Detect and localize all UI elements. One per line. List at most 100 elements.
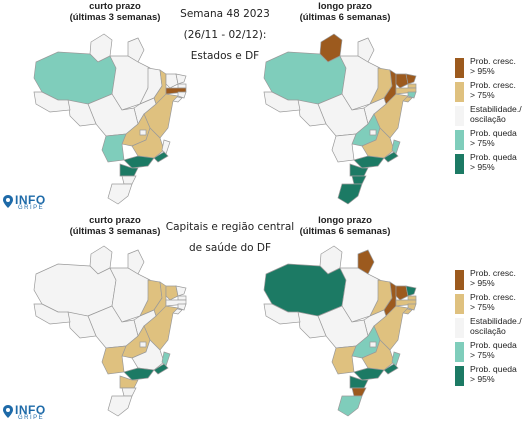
- legend-swatch: [455, 270, 464, 290]
- region-sc: [121, 387, 137, 397]
- region-ro: [67, 99, 97, 127]
- region-es: [161, 139, 171, 155]
- map-states-long-term: [263, 33, 417, 205]
- legend-swatch: [455, 154, 464, 174]
- legend-swatch: [455, 318, 464, 338]
- region-ms: [331, 345, 357, 375]
- long-term-title-bottom: longo prazo (últimas 6 semanas): [299, 215, 391, 237]
- legend-swatch: [455, 342, 464, 362]
- short-term-title-top: curto prazo (últimas 3 semanas): [69, 1, 161, 23]
- legend-item: Prob. queda > 75%: [455, 128, 529, 152]
- legend-label: Prob. queda > 75%: [470, 340, 517, 360]
- infogripe-logo-top: INFO GRIPE: [3, 193, 53, 213]
- region-pr: [119, 375, 139, 389]
- region-pb: [407, 83, 417, 89]
- region-pb: [177, 83, 187, 89]
- long-term-title-top: longo prazo (últimas 6 semanas): [299, 1, 391, 23]
- region-df: [369, 129, 377, 136]
- map-capitals-long-term: [263, 245, 417, 417]
- region-ms: [101, 345, 127, 375]
- region-es: [161, 351, 171, 367]
- region-ap: [357, 249, 375, 275]
- legend-item: Prob. cresc. > 75%: [455, 80, 529, 104]
- region-ro: [67, 311, 97, 339]
- legend-swatch: [455, 130, 464, 150]
- map-capitals-short-term: [33, 245, 187, 417]
- legend-label: Prob. cresc. > 95%: [470, 268, 516, 288]
- legend-top: Prob. cresc. > 95% Prob. cresc. > 75% Es…: [455, 56, 529, 176]
- legend-label: Prob. queda > 95%: [470, 364, 517, 384]
- region-al: [177, 303, 187, 311]
- region-ac: [33, 303, 71, 325]
- region-df: [139, 129, 147, 136]
- region-rn: [405, 285, 417, 297]
- center-title-top: Semana 48 2023 (26/11 - 02/12): Estados …: [180, 8, 270, 62]
- region-sc: [351, 175, 367, 185]
- region-pr: [349, 163, 369, 177]
- region-ac: [33, 91, 71, 113]
- logo-sub-text: GRIPE: [18, 415, 45, 421]
- legend-item: Prob. cresc. > 95%: [455, 56, 529, 80]
- region-rj: [153, 363, 169, 375]
- region-sc: [351, 387, 367, 397]
- region-rn: [175, 73, 187, 85]
- region-rj: [383, 151, 399, 163]
- region-pb: [407, 295, 417, 301]
- region-ro: [297, 99, 327, 127]
- region-rs: [337, 183, 363, 205]
- legend-item: Estabilidade./ oscilação: [455, 104, 529, 128]
- region-ac: [263, 91, 301, 113]
- region-rs: [337, 395, 363, 417]
- location-pin-icon: [3, 195, 13, 208]
- region-sc: [121, 175, 137, 185]
- legend-item: Prob. queda > 95%: [455, 364, 529, 388]
- region-sp: [123, 155, 155, 169]
- legend-item: Prob. cresc. > 95%: [455, 268, 529, 292]
- region-es: [391, 351, 401, 367]
- region-ms: [331, 133, 357, 163]
- legend-label: Prob. queda > 95%: [470, 152, 517, 172]
- region-rj: [383, 363, 399, 375]
- legend-label: Prob. cresc. > 95%: [470, 56, 516, 76]
- region-al: [407, 303, 417, 311]
- region-ap: [357, 37, 375, 63]
- region-al: [407, 91, 417, 99]
- region-rs: [107, 395, 133, 417]
- region-ro: [297, 311, 327, 339]
- region-ms: [101, 133, 127, 163]
- center-title-bottom: Capitais e região central de saúde do DF: [165, 221, 295, 254]
- region-ac: [263, 303, 301, 325]
- short-term-title-bottom: curto prazo (últimas 3 semanas): [69, 215, 161, 237]
- legend-label: Estabilidade./ oscilação: [470, 104, 522, 124]
- legend-item: Prob. cresc. > 75%: [455, 292, 529, 316]
- region-rn: [405, 73, 417, 85]
- legend-item: Prob. queda > 75%: [455, 340, 529, 364]
- legend-bottom: Prob. cresc. > 95% Prob. cresc. > 75% Es…: [455, 268, 529, 388]
- legend-swatch: [455, 106, 464, 126]
- legend-label: Prob. cresc. > 75%: [470, 80, 516, 100]
- legend-swatch: [455, 366, 464, 386]
- legend-item: Estabilidade./ oscilação: [455, 316, 529, 340]
- region-rn: [175, 285, 187, 297]
- logo-main-text: INFO: [15, 193, 46, 207]
- region-rj: [153, 151, 169, 163]
- region-ce: [165, 285, 179, 301]
- region-ap: [127, 37, 145, 63]
- region-sp: [353, 155, 385, 169]
- region-rs: [107, 183, 133, 205]
- region-pr: [349, 375, 369, 389]
- legend-swatch: [455, 82, 464, 102]
- region-ap: [127, 249, 145, 275]
- location-pin-icon: [3, 405, 13, 418]
- region-ce: [395, 73, 409, 89]
- map-states-short-term: [33, 33, 187, 205]
- logo-main-text: INFO: [15, 403, 46, 417]
- region-ce: [395, 285, 409, 301]
- region-es: [391, 139, 401, 155]
- legend-label: Prob. cresc. > 75%: [470, 292, 516, 312]
- region-pr: [119, 163, 139, 177]
- legend-swatch: [455, 58, 464, 78]
- infogripe-logo-bottom: INFO GRIPE: [3, 403, 53, 423]
- region-al: [177, 91, 187, 99]
- legend-item: Prob. queda > 95%: [455, 152, 529, 176]
